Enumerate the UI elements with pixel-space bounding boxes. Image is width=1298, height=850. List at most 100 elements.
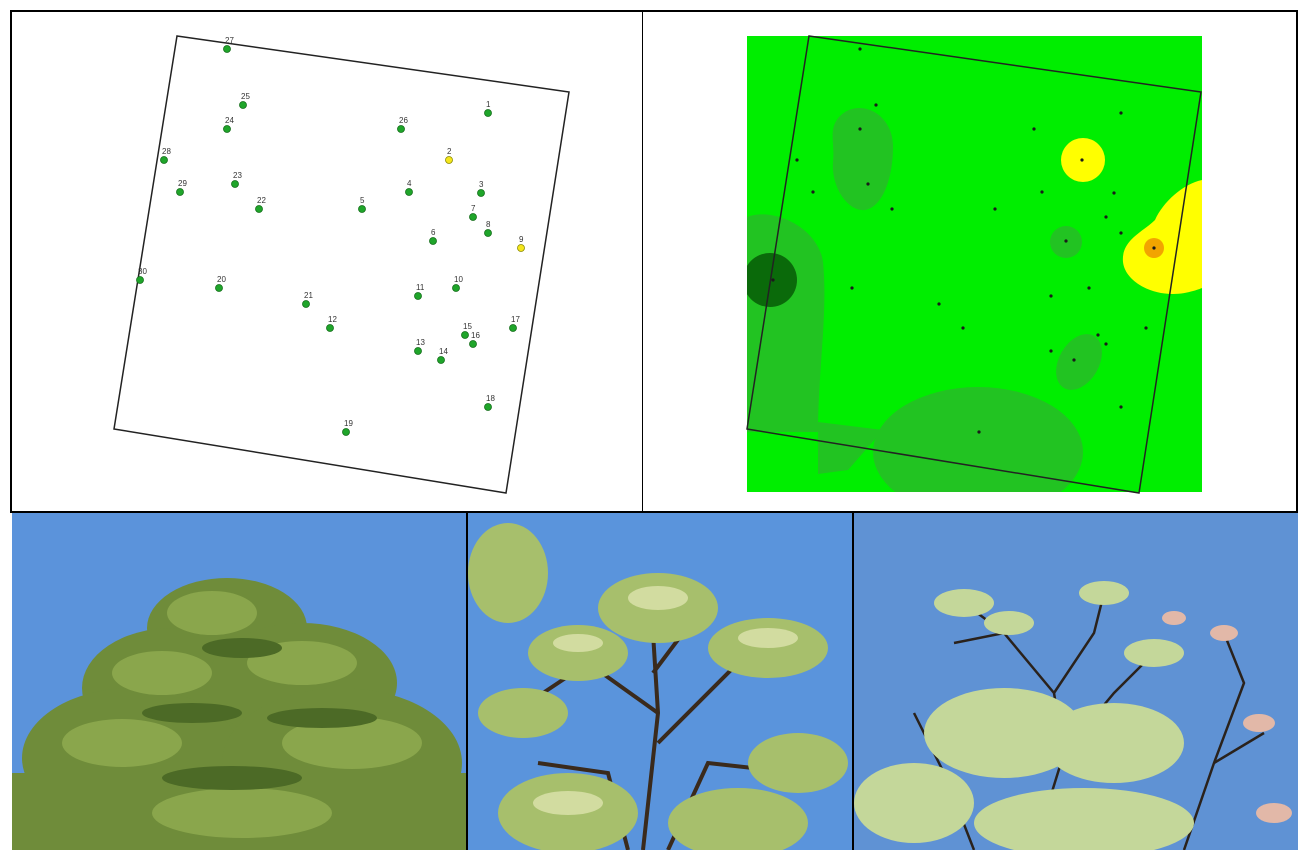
- sample-point-label-18: 18: [486, 394, 495, 403]
- raster-sample-point-10: [1087, 286, 1091, 290]
- sample-point-22: [255, 205, 263, 213]
- sample-point-3: [477, 189, 485, 197]
- surface-zone-west: [747, 214, 825, 432]
- sample-point-label-9: 9: [519, 235, 524, 244]
- raster-sample-point-17: [1144, 326, 1148, 330]
- raster-sample-point-5: [993, 207, 997, 211]
- sample-point-18: [484, 403, 492, 411]
- sample-point-label-8: 8: [486, 220, 491, 229]
- severely-defoliated-pine-crown-photo: [854, 513, 1298, 850]
- sample-point-20: [215, 284, 223, 292]
- sample-point-label-7: 7: [471, 204, 476, 213]
- sample-point-17: [509, 324, 517, 332]
- sample-point-label-1: 1: [486, 100, 491, 109]
- raster-sample-point-1: [1119, 111, 1123, 115]
- sample-point-4: [405, 188, 413, 196]
- raster-sample-point-14: [1072, 358, 1076, 362]
- sample-point-12: [326, 324, 334, 332]
- sample-point-label-11: 11: [416, 283, 425, 292]
- sample-point-14: [437, 356, 445, 364]
- healthy-pine-crown-icon: [12, 513, 466, 850]
- surface-zone-southwest-lobe: [818, 422, 883, 474]
- sample-point-label-28: 28: [162, 147, 171, 156]
- raster-sample-point-22: [890, 207, 894, 211]
- raster-sample-point-24: [858, 127, 862, 131]
- interpolated-surface-map: [642, 10, 1298, 513]
- raster-sample-point-11: [1049, 294, 1053, 298]
- sample-point-8: [484, 229, 492, 237]
- sample-point-label-19: 19: [344, 419, 353, 428]
- sample-point-label-24: 24: [225, 116, 234, 125]
- surface-zone-south: [873, 387, 1083, 492]
- sample-point-2: [445, 156, 453, 164]
- raster-sample-point-13: [1049, 349, 1053, 353]
- sample-point-label-10: 10: [454, 275, 463, 284]
- sample-point-15: [461, 331, 469, 339]
- sample-point-1: [484, 109, 492, 117]
- sample-point-7: [469, 213, 477, 221]
- sample-point-label-16: 16: [471, 331, 480, 340]
- sample-point-label-26: 26: [399, 116, 408, 125]
- raster-sample-point-9: [1152, 246, 1156, 250]
- sample-point-26: [397, 125, 405, 133]
- sample-point-21: [302, 300, 310, 308]
- sample-point-5: [358, 205, 366, 213]
- raster-sample-point-8: [1119, 231, 1123, 235]
- sample-point-label-5: 5: [360, 196, 365, 205]
- raster-sample-point-19: [977, 430, 981, 434]
- surface-zone-east: [1056, 334, 1102, 390]
- sample-point-label-22: 22: [257, 196, 266, 205]
- sample-point-16: [469, 340, 477, 348]
- raster-sample-point-21: [937, 302, 941, 306]
- surface-zone-north: [832, 108, 893, 211]
- sample-point-24: [223, 125, 231, 133]
- raster-sample-point-15: [1096, 333, 1100, 337]
- sample-point-10: [452, 284, 460, 292]
- sample-points-map: 1 2 3 4 5 6 7 8 9 10 11 12 13 14 15 16 17 18 19 20 21 22 23 24 2…: [10, 10, 643, 513]
- sample-point-label-14: 14: [439, 347, 448, 356]
- sample-point-27: [223, 45, 231, 53]
- severely-defoliated-pine-crown-icon: [854, 513, 1298, 850]
- raster-sample-point-4: [1040, 190, 1044, 194]
- sample-point-label-13: 13: [416, 338, 425, 347]
- sample-point-25: [239, 101, 247, 109]
- raster-sample-point-20: [850, 286, 854, 290]
- sample-point-label-15: 15: [463, 322, 472, 331]
- healthy-pine-crown-photo: [12, 513, 468, 850]
- raster-sample-point-7: [1104, 215, 1108, 219]
- raster-sample-point-3: [1112, 191, 1116, 195]
- sample-point-23: [231, 180, 239, 188]
- sample-point-label-30: 30: [138, 267, 147, 276]
- raster-sample-point-2: [1080, 158, 1084, 162]
- sample-points-layer: 1234567891011121314151617181920212223242…: [136, 36, 525, 436]
- sample-point-label-21: 21: [304, 291, 313, 300]
- plot-boundary: [113, 35, 570, 494]
- sample-points-map-svg: 1234567891011121314151617181920212223242…: [113, 35, 570, 494]
- raster-sample-point-12: [961, 326, 965, 330]
- sample-point-label-3: 3: [479, 180, 484, 189]
- sample-point-label-29: 29: [178, 179, 187, 188]
- crown-photos-row: [12, 513, 1298, 850]
- sample-point-label-2: 2: [447, 147, 452, 156]
- sample-point-label-17: 17: [511, 315, 520, 324]
- sample-point-30: [136, 276, 144, 284]
- raster-sample-point-30: [771, 278, 775, 282]
- moderately-defoliated-pine-crown-photo: [468, 513, 854, 850]
- raster-points-layer: [771, 47, 1156, 434]
- sample-point-label-6: 6: [431, 228, 436, 237]
- sample-point-13: [414, 347, 422, 355]
- sample-point-28: [160, 156, 168, 164]
- raster-plot-boundary: [746, 35, 1202, 494]
- raster-sample-point-23: [866, 182, 870, 186]
- raster-sample-point-28: [795, 158, 799, 162]
- raster-sample-point-29: [811, 190, 815, 194]
- sample-point-label-23: 23: [233, 171, 242, 180]
- interpolated-surface-svg: [746, 35, 1202, 494]
- raster-sample-point-16: [1104, 342, 1108, 346]
- raster-sample-point-6: [1064, 239, 1068, 243]
- sample-point-19: [342, 428, 350, 436]
- sample-point-label-4: 4: [407, 179, 412, 188]
- raster-sample-point-26: [1032, 127, 1036, 131]
- sample-point-29: [176, 188, 184, 196]
- raster-sample-point-27: [858, 47, 862, 51]
